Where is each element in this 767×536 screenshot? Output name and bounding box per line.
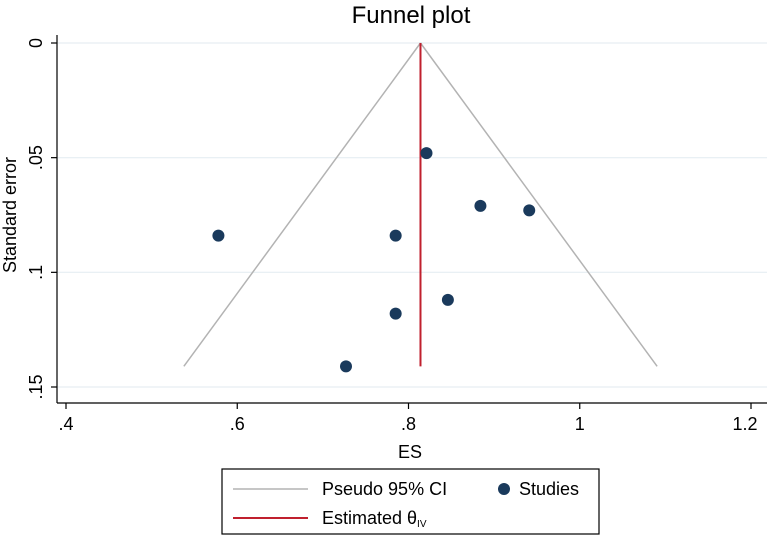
y-tick-label-1: .05 xyxy=(26,145,46,170)
study-point-6 xyxy=(441,293,454,306)
chart-title: Funnel plot xyxy=(352,2,471,29)
ci-right-line xyxy=(419,42,658,367)
study-point-7 xyxy=(389,307,402,320)
y-axis-label: Standard error xyxy=(0,157,20,273)
legend-estimate-subscript: IV xyxy=(417,519,427,530)
x-tick-label-3: 1 xyxy=(575,414,585,434)
legend: Pseudo 95% CI Studies Estimated θIV xyxy=(221,468,600,535)
gridlines xyxy=(57,42,767,388)
y-tick-label-3: .15 xyxy=(26,374,46,399)
legend-box xyxy=(221,468,600,535)
study-point-8 xyxy=(339,360,352,373)
y-tick-label-2: .1 xyxy=(26,265,46,280)
plot-area xyxy=(57,35,767,403)
study-point-5 xyxy=(389,229,402,242)
axes xyxy=(56,35,767,404)
legend-estimate-label: Estimated θIV xyxy=(322,508,427,530)
study-points xyxy=(212,147,536,373)
x-tick-label-2: .8 xyxy=(401,414,416,434)
study-point-1 xyxy=(420,147,433,160)
pseudo-ci-lines xyxy=(183,42,658,367)
x-tick-label-0: .4 xyxy=(58,414,73,434)
study-point-4 xyxy=(212,229,225,242)
x-ticks: .4 .6 .8 1 1.2 xyxy=(58,403,758,434)
y-tick-label-0: 0 xyxy=(26,38,46,48)
x-tick-label-4: 1.2 xyxy=(732,414,757,434)
study-point-2 xyxy=(474,199,487,212)
ci-left-line xyxy=(183,42,422,367)
x-axis-label: ES xyxy=(398,442,422,462)
legend-estimate-text: Estimated θ xyxy=(322,508,417,528)
legend-ci-label: Pseudo 95% CI xyxy=(322,479,447,499)
x-tick-label-1: .6 xyxy=(230,414,245,434)
y-ticks: 0 .05 .1 .15 xyxy=(26,38,57,400)
legend-studies-marker xyxy=(498,483,510,495)
legend-studies-label: Studies xyxy=(519,479,579,499)
study-point-3 xyxy=(523,204,536,217)
